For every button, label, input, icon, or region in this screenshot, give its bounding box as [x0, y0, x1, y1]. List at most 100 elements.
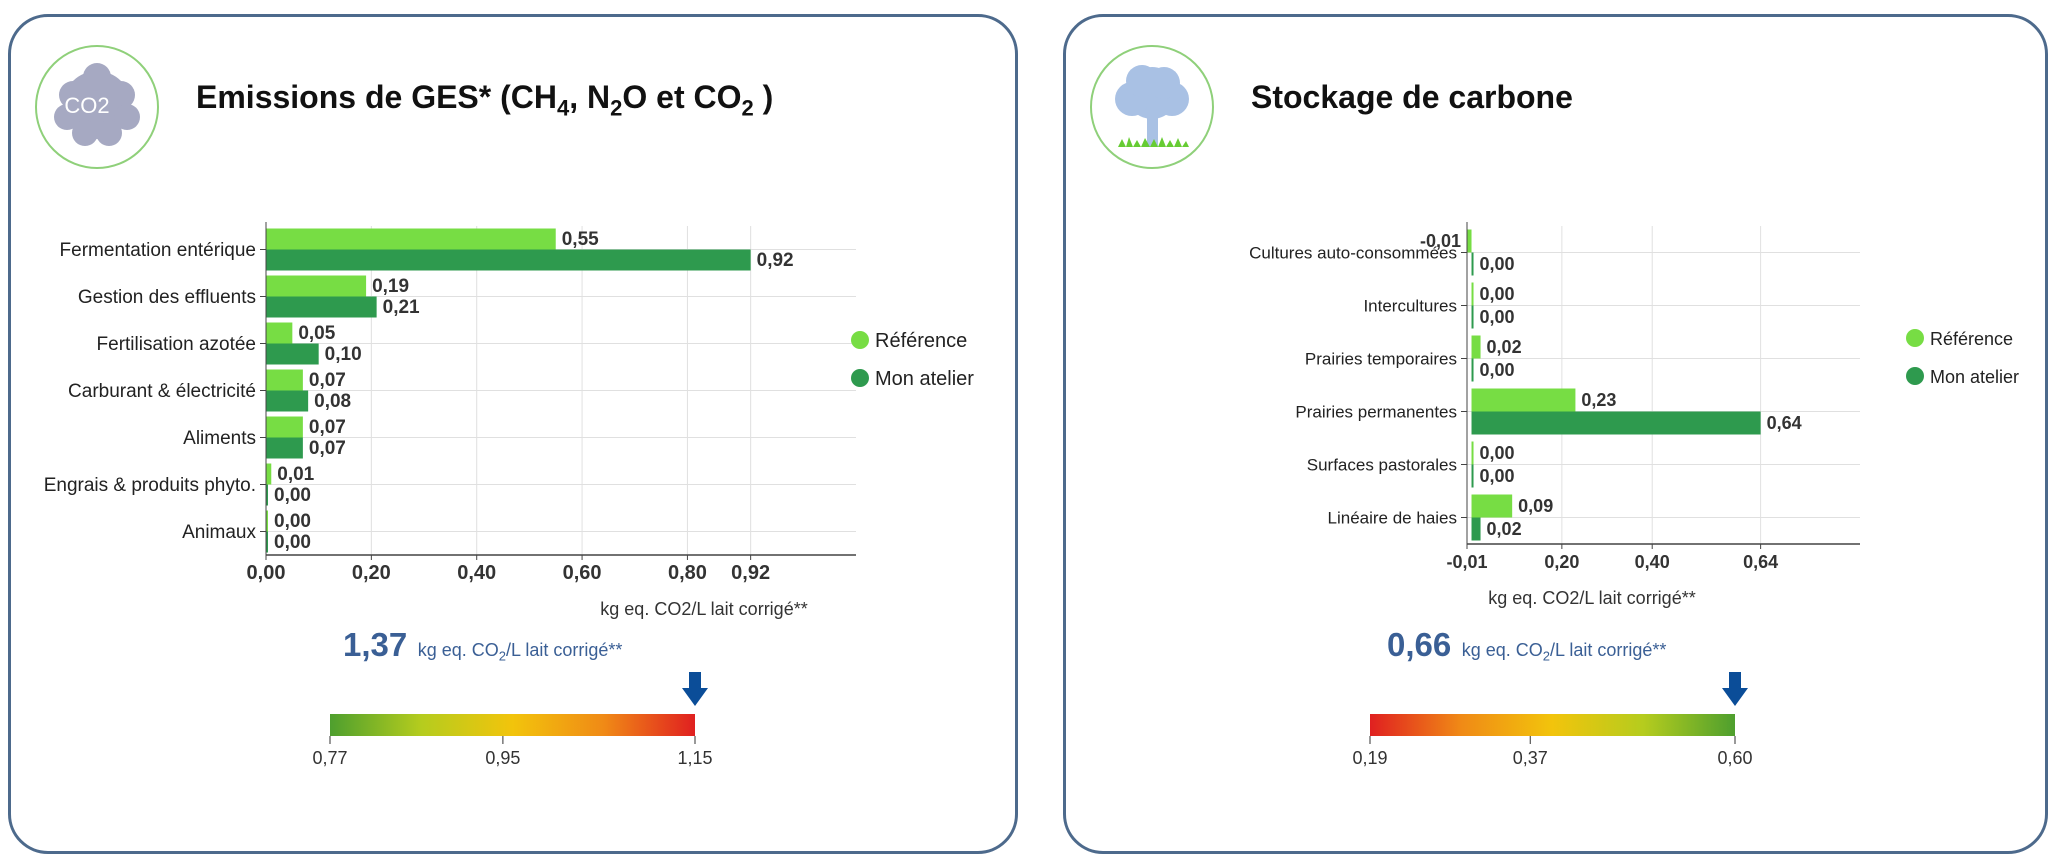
ghg-gauge: 0,77 0,95 1,15	[312, 672, 713, 768]
x-tick-label: 0,40	[1635, 552, 1670, 572]
bar-reference	[266, 275, 367, 297]
x-tick-label: 0,92	[731, 562, 770, 584]
legend-swatch-mon-atelier	[851, 369, 869, 387]
legend-label: Référence	[875, 330, 967, 352]
category-label: Carburant & électricité	[68, 381, 256, 402]
data-label: 0,05	[298, 323, 335, 344]
data-label: 0,92	[757, 250, 794, 271]
carbon-total-unit: kg eq. CO2/L lait corrigé**	[1461, 640, 1667, 664]
ghg-total-value: 1,37	[343, 626, 408, 663]
data-label: 0,01	[277, 464, 314, 485]
x-axis-label: kg eq. CO2/L lait corrigé**	[600, 599, 807, 619]
data-label: 0,21	[383, 297, 420, 318]
tree-icon	[1090, 45, 1214, 169]
gauge-tick-label: 1,15	[677, 748, 712, 768]
bar-mon-atelier	[266, 249, 751, 271]
bar-reference	[266, 369, 303, 391]
category-label: Gestion des effluents	[78, 287, 256, 308]
x-tick-label: 0,40	[457, 562, 496, 584]
category-label: Prairies permanentes	[1295, 402, 1457, 421]
category-label: Linéaire de haies	[1328, 508, 1457, 527]
bar-mon-atelier	[266, 343, 319, 365]
data-label: 0,19	[372, 276, 409, 297]
bar-mon-atelier	[266, 484, 268, 506]
gauge-tick-label: 0,19	[1352, 748, 1387, 768]
data-label: 0,00	[274, 532, 311, 553]
category-label: Aliments	[183, 428, 256, 449]
data-label: 0,09	[1518, 496, 1553, 516]
carbon-title: Stockage de carbone	[1251, 79, 1573, 115]
carbon-bar-chart: Cultures auto-consommées-0,010,00Intercu…	[1249, 222, 2019, 608]
carbon-total-value: 0,66	[1387, 626, 1452, 663]
data-label: 0,00	[1480, 360, 1515, 380]
legend-swatch-reference	[1906, 329, 1924, 347]
data-label: 0,02	[1487, 337, 1522, 357]
ghg-total: 1,37 kg eq. CO2/L lait corrigé**	[343, 626, 622, 664]
legend-swatch-reference	[851, 331, 869, 349]
data-label: 0,23	[1581, 390, 1616, 410]
bar-reference	[266, 228, 556, 250]
data-label: 0,64	[1767, 413, 1802, 433]
carbon-total: 0,66 kg eq. CO2/L lait corrigé**	[1387, 626, 1666, 664]
data-label: 0,07	[309, 370, 346, 391]
category-label: Animaux	[182, 522, 256, 543]
category-label: Surfaces pastorales	[1307, 455, 1457, 474]
gauge-tick-label: 0,60	[1717, 748, 1752, 768]
data-label: 0,00	[1480, 254, 1515, 274]
gauge-tick-label: 0,37	[1513, 748, 1548, 768]
bar-reference	[1471, 441, 1474, 465]
category-label: Fermentation entérique	[60, 240, 256, 261]
category-label: Engrais & produits phyto.	[44, 475, 256, 496]
x-tick-label: 0,20	[1544, 552, 1579, 572]
legend-label: Mon atelier	[1930, 367, 2019, 387]
x-tick-label: 0,60	[563, 562, 602, 584]
bar-reference	[1471, 335, 1481, 359]
data-label: 0,55	[562, 229, 599, 250]
data-label: 0,00	[1480, 443, 1515, 463]
bar-mon-atelier	[1471, 411, 1761, 435]
gauge-marker-arrow-icon	[1722, 672, 1748, 706]
x-tick-label: -0,01	[1446, 552, 1487, 572]
legend-label: Mon atelier	[875, 368, 974, 390]
data-label: 0,08	[314, 391, 351, 412]
data-label: 0,10	[325, 344, 362, 365]
data-label: -0,01	[1420, 231, 1461, 251]
ghg-bar-chart: Fermentation entérique 0,55 0,92 Gestion de…	[44, 222, 974, 619]
data-label: 0,07	[309, 438, 346, 459]
legend-swatch-mon-atelier	[1906, 367, 1924, 385]
gauge-marker-arrow-icon	[682, 672, 708, 706]
bar-reference	[266, 463, 272, 485]
bar-mon-atelier	[266, 531, 268, 553]
co2-icon-text: CO2	[64, 93, 109, 118]
category-label: Prairies temporaires	[1305, 349, 1457, 368]
data-label: 0,00	[1480, 466, 1515, 486]
bar-reference	[266, 416, 303, 438]
ghg-total-unit: kg eq. CO2/L lait corrigé**	[417, 640, 623, 664]
bar-reference	[266, 322, 293, 344]
bar-mon-atelier	[1471, 252, 1474, 276]
bar-reference	[266, 510, 268, 532]
bar-mon-atelier	[266, 390, 309, 412]
category-label: Fertilisation azotée	[97, 334, 256, 355]
bar-mon-atelier	[1471, 305, 1474, 329]
bar-reference	[1467, 229, 1472, 253]
category-label: Cultures auto-consommées	[1249, 243, 1457, 262]
data-label: 0,07	[309, 417, 346, 438]
bar-mon-atelier	[1471, 517, 1481, 541]
bar-reference	[1471, 282, 1474, 306]
gauge-tick-label: 0,95	[485, 748, 520, 768]
x-tick-label: 0,80	[668, 562, 707, 584]
carbon-gauge: 0,19 0,37 0,60	[1352, 672, 1753, 768]
data-label: 0,00	[274, 485, 311, 506]
data-label: 0,00	[274, 511, 311, 532]
bar-mon-atelier	[266, 437, 303, 459]
gauge-bar	[1370, 714, 1735, 736]
bar-mon-atelier	[1471, 464, 1474, 488]
x-tick-label: 0,00	[247, 562, 286, 584]
bar-mon-atelier	[266, 296, 377, 318]
gauge-tick-label: 0,77	[312, 748, 347, 768]
co2-cloud-icon: CO2	[35, 45, 159, 169]
legend-label: Référence	[1930, 329, 2013, 349]
x-tick-label: 0,64	[1743, 552, 1778, 572]
ghg-title: Emissions de GES* (CH4, N2O et CO2 )	[196, 79, 774, 121]
